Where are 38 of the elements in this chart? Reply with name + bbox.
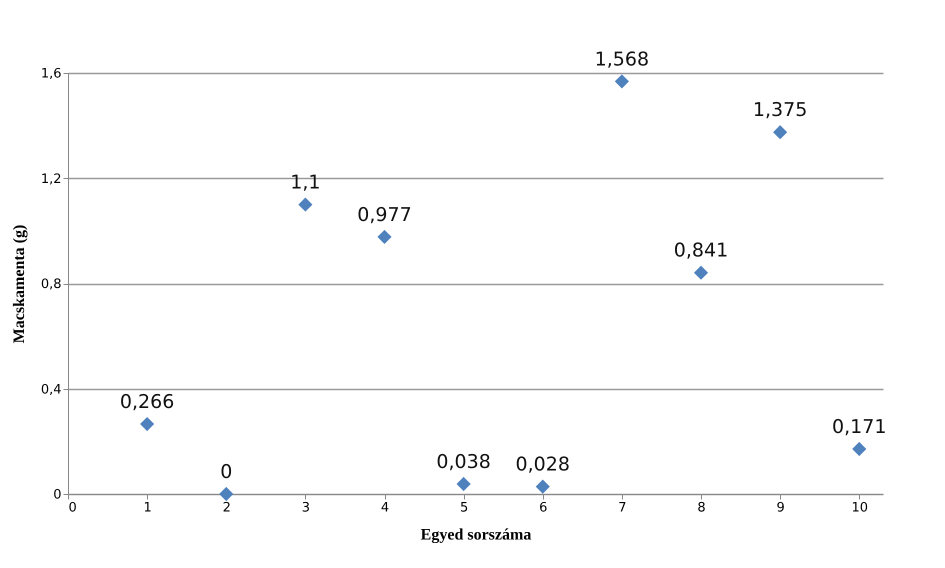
x-tick-label: 6 <box>539 500 548 516</box>
y-tick-label: 0,4 <box>40 382 62 398</box>
data-label: 1,568 <box>594 48 650 70</box>
x-tick-label: 3 <box>302 500 310 516</box>
point <box>298 197 312 212</box>
x-tick-label: 0 <box>68 500 77 516</box>
data-label: 0,028 <box>516 454 570 476</box>
data-label: 0,977 <box>357 204 412 226</box>
point <box>219 486 234 502</box>
data-label: 1,1 <box>290 172 320 194</box>
data-label: 1,375 <box>752 99 808 122</box>
x-tick-label: 7 <box>618 500 627 516</box>
x-tick-label: 8 <box>697 500 706 516</box>
x-tick-label: 4 <box>380 500 390 516</box>
y-tick-label: 1,6 <box>40 66 62 82</box>
data-label: 0,171 <box>832 416 886 438</box>
x-tick-label: 1 <box>143 500 152 516</box>
data-label: 0,266 <box>120 391 174 414</box>
point <box>773 125 788 140</box>
y-axis-title: Macskamenta (g) <box>10 224 28 344</box>
y-tick-label: 0 <box>53 488 62 502</box>
x-axis-title: Egyed sorszáma <box>420 526 532 544</box>
x-tick-label: 5 <box>460 500 468 516</box>
data-label: 0,841 <box>674 240 728 262</box>
point <box>456 476 471 492</box>
point <box>852 442 866 456</box>
x-tick-label: 10 <box>851 500 868 516</box>
point <box>614 74 629 88</box>
x-tick-label: 2 <box>222 500 231 516</box>
point <box>536 480 550 494</box>
data-label: 0 <box>220 461 232 483</box>
data-label: 0,038 <box>436 451 491 473</box>
point <box>377 230 392 244</box>
y-tick-label: 0,8 <box>40 277 62 292</box>
point <box>694 266 708 280</box>
x-tick-label: 9 <box>776 500 785 516</box>
point <box>140 416 154 432</box>
y-tick-label: 1,2 <box>40 172 62 187</box>
